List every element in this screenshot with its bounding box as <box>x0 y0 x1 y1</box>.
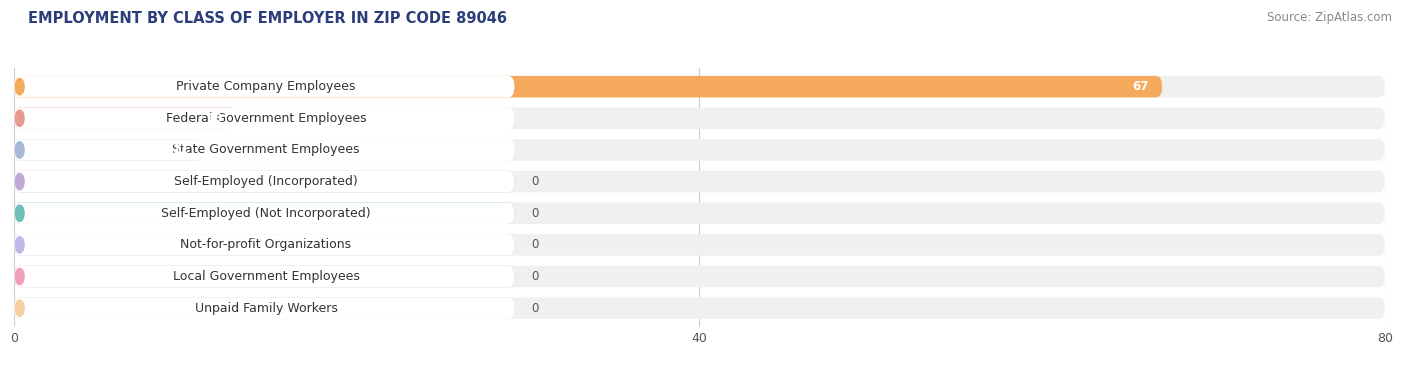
FancyBboxPatch shape <box>14 76 515 97</box>
FancyBboxPatch shape <box>14 171 515 193</box>
FancyBboxPatch shape <box>14 139 202 161</box>
FancyBboxPatch shape <box>14 139 515 161</box>
Circle shape <box>15 268 24 285</box>
FancyBboxPatch shape <box>14 266 515 287</box>
FancyBboxPatch shape <box>14 108 515 129</box>
Text: 13: 13 <box>207 112 224 125</box>
Circle shape <box>15 300 24 316</box>
FancyBboxPatch shape <box>14 76 1385 97</box>
FancyBboxPatch shape <box>14 171 515 193</box>
Text: Self-Employed (Not Incorporated): Self-Employed (Not Incorporated) <box>162 207 371 220</box>
FancyBboxPatch shape <box>14 108 1385 129</box>
Circle shape <box>15 205 24 221</box>
Text: Unpaid Family Workers: Unpaid Family Workers <box>194 302 337 315</box>
Text: 11: 11 <box>173 143 188 156</box>
Text: Federal Government Employees: Federal Government Employees <box>166 112 367 125</box>
Text: Local Government Employees: Local Government Employees <box>173 270 360 283</box>
Text: 0: 0 <box>531 175 538 188</box>
FancyBboxPatch shape <box>14 108 236 129</box>
Circle shape <box>15 142 24 158</box>
FancyBboxPatch shape <box>14 234 515 256</box>
FancyBboxPatch shape <box>14 297 1385 319</box>
FancyBboxPatch shape <box>14 266 1385 287</box>
FancyBboxPatch shape <box>14 171 1385 193</box>
Text: 0: 0 <box>531 207 538 220</box>
Text: 67: 67 <box>1132 80 1149 93</box>
FancyBboxPatch shape <box>14 76 1163 97</box>
Circle shape <box>15 110 24 126</box>
Circle shape <box>15 79 24 95</box>
FancyBboxPatch shape <box>14 297 515 319</box>
Text: State Government Employees: State Government Employees <box>173 143 360 156</box>
Circle shape <box>15 173 24 190</box>
FancyBboxPatch shape <box>14 297 515 319</box>
Text: 0: 0 <box>531 302 538 315</box>
Text: 0: 0 <box>531 270 538 283</box>
FancyBboxPatch shape <box>14 202 515 224</box>
Text: Not-for-profit Organizations: Not-for-profit Organizations <box>180 238 352 252</box>
Text: Self-Employed (Incorporated): Self-Employed (Incorporated) <box>174 175 359 188</box>
FancyBboxPatch shape <box>14 202 515 224</box>
Text: Source: ZipAtlas.com: Source: ZipAtlas.com <box>1267 11 1392 24</box>
Text: EMPLOYMENT BY CLASS OF EMPLOYER IN ZIP CODE 89046: EMPLOYMENT BY CLASS OF EMPLOYER IN ZIP C… <box>28 11 508 26</box>
FancyBboxPatch shape <box>14 266 515 287</box>
FancyBboxPatch shape <box>14 234 515 256</box>
FancyBboxPatch shape <box>14 202 1385 224</box>
Text: 0: 0 <box>531 238 538 252</box>
Circle shape <box>15 237 24 253</box>
Text: Private Company Employees: Private Company Employees <box>176 80 356 93</box>
FancyBboxPatch shape <box>14 234 1385 256</box>
FancyBboxPatch shape <box>14 139 1385 161</box>
